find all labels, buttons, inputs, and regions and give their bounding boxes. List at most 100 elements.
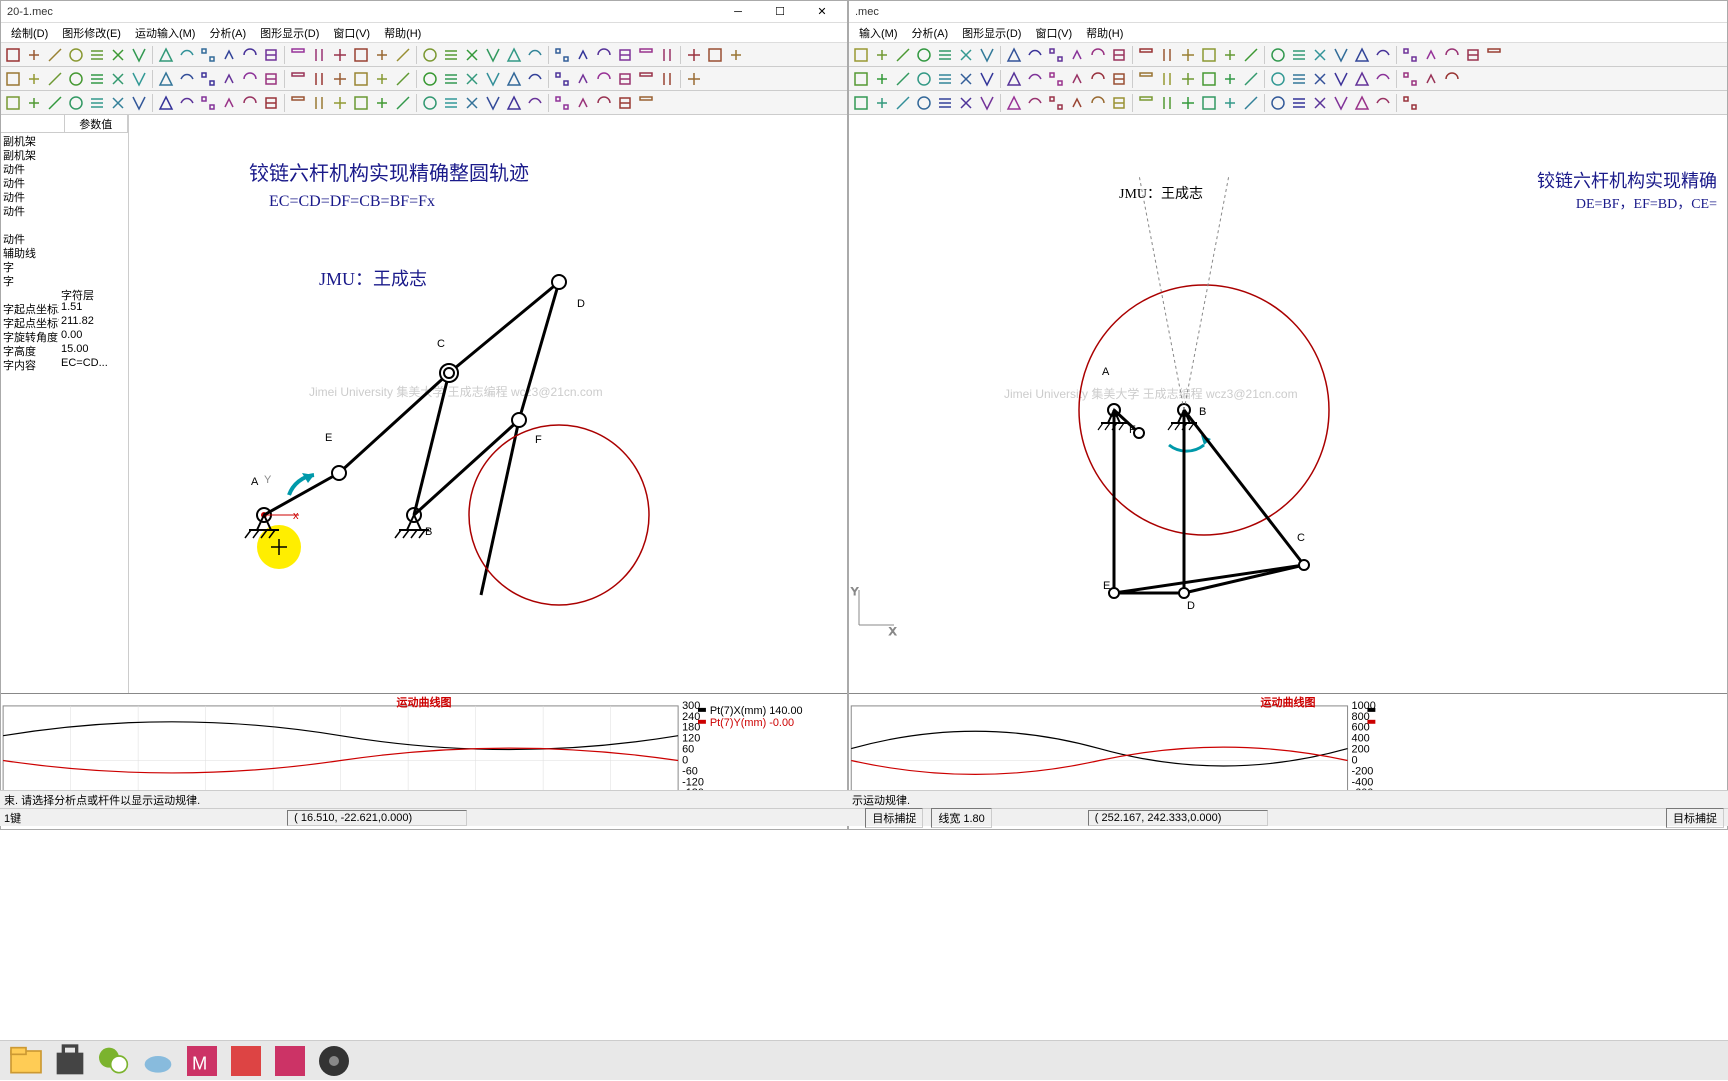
- toolbar-button[interactable]: [309, 45, 329, 65]
- toolbar-button[interactable]: [1268, 93, 1288, 113]
- toolbar-button[interactable]: [1421, 45, 1441, 65]
- toolbar-button[interactable]: [156, 69, 176, 89]
- toolbar-button[interactable]: [198, 45, 218, 65]
- drawing-canvas[interactable]: 铰链六杆机构实现精确整圆轨迹 EC=CD=DF=CB=BF=Fx JMU：王成志…: [129, 115, 847, 693]
- toolbar-button[interactable]: [1442, 45, 1462, 65]
- toolbar-button[interactable]: [615, 45, 635, 65]
- toolbar-button[interactable]: [1289, 45, 1309, 65]
- toolbar-button[interactable]: [1046, 69, 1066, 89]
- toolbar-button[interactable]: [198, 69, 218, 89]
- toolbar-button[interactable]: [851, 45, 871, 65]
- toolbar-button[interactable]: [1241, 93, 1261, 113]
- toolbar-button[interactable]: [351, 45, 371, 65]
- toolbar-button[interactable]: [198, 93, 218, 113]
- property-row[interactable]: 动件: [1, 231, 128, 245]
- toolbar-button[interactable]: [684, 69, 704, 89]
- toolbar-button[interactable]: [851, 93, 871, 113]
- toolbar-button[interactable]: [3, 93, 23, 113]
- titlebar[interactable]: .mec: [849, 1, 1727, 23]
- toolbar-button[interactable]: [108, 93, 128, 113]
- toolbar-button[interactable]: [1268, 45, 1288, 65]
- toolbar-button[interactable]: [219, 45, 239, 65]
- toolbar-button[interactable]: [261, 45, 281, 65]
- toolbar-button[interactable]: [261, 93, 281, 113]
- toolbar-button[interactable]: [684, 45, 704, 65]
- toolbar-button[interactable]: [726, 45, 746, 65]
- menu-draw[interactable]: 绘制(D): [5, 23, 54, 43]
- toolbar-button[interactable]: [552, 69, 572, 89]
- toolbar-button[interactable]: [1136, 69, 1156, 89]
- toolbar-button[interactable]: [24, 69, 44, 89]
- toolbar-button[interactable]: [573, 45, 593, 65]
- toolbar-button[interactable]: [1373, 45, 1393, 65]
- toolbar-button[interactable]: [1310, 69, 1330, 89]
- toolbar-button[interactable]: [372, 69, 392, 89]
- toolbar-button[interactable]: [1331, 45, 1351, 65]
- toolbar-button[interactable]: [1067, 45, 1087, 65]
- toolbar-button[interactable]: [351, 93, 371, 113]
- toolbar-button[interactable]: [893, 93, 913, 113]
- toolbar-button[interactable]: [1484, 45, 1504, 65]
- property-row[interactable]: 字符层: [1, 287, 128, 301]
- toolbar-button[interactable]: [935, 69, 955, 89]
- toolbar-button[interactable]: [1442, 69, 1462, 89]
- property-row[interactable]: 动件: [1, 161, 128, 175]
- toolbar-button[interactable]: [1004, 69, 1024, 89]
- toolbar-button[interactable]: [1241, 69, 1261, 89]
- toolbar-button[interactable]: [1157, 93, 1177, 113]
- minimize-button[interactable]: ─: [719, 2, 757, 22]
- toolbar-button[interactable]: [1088, 69, 1108, 89]
- toolbar-button[interactable]: [462, 45, 482, 65]
- toolbar-button[interactable]: [1352, 69, 1372, 89]
- toolbar-button[interactable]: [261, 69, 281, 89]
- toolbar-button[interactable]: [129, 45, 149, 65]
- toolbar-button[interactable]: [914, 93, 934, 113]
- close-button[interactable]: ✕: [803, 2, 841, 22]
- toolbar-button[interactable]: [914, 69, 934, 89]
- toolbar-button[interactable]: [351, 69, 371, 89]
- toolbar-button[interactable]: [87, 45, 107, 65]
- toolbar-button[interactable]: [935, 93, 955, 113]
- mec-app-icon[interactable]: M: [182, 1045, 222, 1077]
- toolbar-button[interactable]: [177, 45, 197, 65]
- toolbar-button[interactable]: [977, 45, 997, 65]
- toolbar-button[interactable]: [66, 93, 86, 113]
- property-row[interactable]: 辅助线: [1, 245, 128, 259]
- toolbar-button[interactable]: [893, 69, 913, 89]
- toolbar-button[interactable]: [240, 93, 260, 113]
- toolbar-button[interactable]: [636, 45, 656, 65]
- toolbar-button[interactable]: [1199, 69, 1219, 89]
- toolbar-button[interactable]: [420, 93, 440, 113]
- maximize-button[interactable]: ☐: [761, 2, 799, 22]
- toolbar-button[interactable]: [219, 93, 239, 113]
- toolbar-button[interactable]: [1109, 45, 1129, 65]
- toolbar-button[interactable]: [45, 69, 65, 89]
- app-icon[interactable]: [138, 1045, 178, 1077]
- toolbar-button[interactable]: [1331, 93, 1351, 113]
- toolbar-button[interactable]: [219, 69, 239, 89]
- toolbar-button[interactable]: [573, 69, 593, 89]
- toolbar-button[interactable]: [1421, 69, 1441, 89]
- toolbar-button[interactable]: [872, 45, 892, 65]
- toolbar-button[interactable]: [462, 93, 482, 113]
- toolbar-button[interactable]: [956, 69, 976, 89]
- toolbar-button[interactable]: [1199, 93, 1219, 113]
- toolbar-button[interactable]: [1352, 93, 1372, 113]
- property-row[interactable]: 副机架: [1, 133, 128, 147]
- toolbar-button[interactable]: [1178, 69, 1198, 89]
- toolbar-button[interactable]: [1178, 45, 1198, 65]
- toolbar-button[interactable]: [1199, 45, 1219, 65]
- toolbar-button[interactable]: [372, 45, 392, 65]
- toolbar-button[interactable]: [309, 93, 329, 113]
- menu-analysis[interactable]: 分析(A): [203, 23, 252, 43]
- toolbar-button[interactable]: [1463, 45, 1483, 65]
- toolbar-button[interactable]: [977, 69, 997, 89]
- toolbar-button[interactable]: [3, 69, 23, 89]
- property-row[interactable]: 字旋转角度0.00: [1, 329, 128, 343]
- toolbar-button[interactable]: [1136, 45, 1156, 65]
- property-row[interactable]: 副机架: [1, 147, 128, 161]
- toolbar-button[interactable]: [552, 45, 572, 65]
- toolbar-button[interactable]: [288, 93, 308, 113]
- property-row[interactable]: 字起点坐标Y211.82: [1, 315, 128, 329]
- toolbar-button[interactable]: [240, 69, 260, 89]
